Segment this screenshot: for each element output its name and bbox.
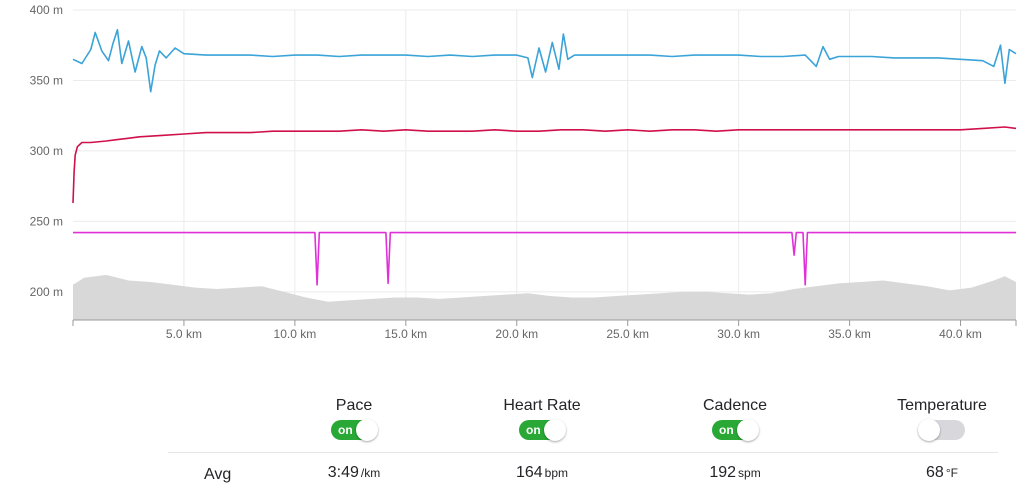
y-tick-label: 300 m bbox=[30, 144, 63, 158]
pace-control: Pace on bbox=[284, 396, 424, 441]
activity-chart[interactable]: 200 m 250 m 300 m 350 m 400 m 5.0 km 10.0 km 15… bbox=[0, 0, 1022, 360]
heart_rate-line bbox=[72, 126, 1017, 204]
cadence-toggle[interactable]: on bbox=[712, 419, 759, 441]
y-tick-label: 200 m bbox=[30, 285, 63, 299]
y-tick-label: 350 m bbox=[30, 73, 63, 87]
heart-rate-control: Heart Rate on bbox=[472, 396, 612, 441]
cadence-line bbox=[73, 231, 1016, 286]
pace-toggle-state: on bbox=[338, 423, 353, 437]
avg-cadence-unit: spm bbox=[738, 466, 761, 480]
temperature-toggle[interactable] bbox=[918, 419, 965, 441]
cadence-toggle-knob bbox=[737, 419, 759, 441]
x-tick-label: 20.0 km bbox=[495, 327, 538, 341]
avg-heart-rate-unit: bpm bbox=[544, 466, 569, 480]
x-tick-label: 25.0 km bbox=[606, 327, 649, 341]
cadence-toggle-state: on bbox=[719, 423, 734, 437]
avg-cadence: 192 spm bbox=[665, 464, 805, 482]
heart-rate-toggle-knob bbox=[544, 419, 566, 441]
avg-heart-rate: 164 bpm bbox=[472, 464, 612, 482]
x-tick-label: 15.0 km bbox=[384, 327, 427, 341]
cadence-control: Cadence on bbox=[665, 396, 805, 441]
x-tick-label: 40.0 km bbox=[939, 327, 982, 341]
stats-divider bbox=[168, 452, 998, 453]
avg-temperature-unit: °F bbox=[945, 466, 958, 480]
avg-label: Avg bbox=[204, 466, 232, 483]
pace-label: Pace bbox=[335, 397, 373, 414]
avg-temperature-value: 68 bbox=[926, 464, 944, 481]
pace-line bbox=[72, 28, 1017, 93]
pace-toggle[interactable]: on bbox=[331, 419, 378, 441]
cadence-label: Cadence bbox=[702, 397, 768, 414]
avg-pace: 3:49/km bbox=[284, 464, 424, 482]
heart-rate-label: Heart Rate bbox=[503, 397, 581, 414]
avg-temperature: 68 °F bbox=[872, 464, 1012, 482]
heart-rate-toggle[interactable]: on bbox=[519, 419, 566, 441]
avg-heart-rate-value: 164 bbox=[515, 464, 543, 481]
x-tick-label: 10.0 km bbox=[274, 327, 317, 341]
pace-toggle-knob bbox=[356, 419, 378, 441]
y-tick-label: 400 m bbox=[30, 3, 63, 17]
avg-pace-unit: /km bbox=[360, 466, 381, 480]
avg-pace-value: 3:49 bbox=[327, 464, 359, 481]
elevation-area bbox=[73, 274, 1016, 320]
chart-svg[interactable]: 200 m 250 m 300 m 350 m 400 m 5.0 km 10.0 km 15… bbox=[0, 0, 1022, 360]
temperature-control: Temperature bbox=[872, 396, 1012, 441]
x-tick-label: 35.0 km bbox=[828, 327, 871, 341]
x-tick-label: 5.0 km bbox=[166, 327, 202, 341]
avg-cadence-value: 192 bbox=[709, 464, 737, 481]
x-tick-label: 30.0 km bbox=[717, 327, 760, 341]
temperature-toggle-knob bbox=[918, 419, 940, 441]
y-tick-label: 250 m bbox=[30, 214, 63, 228]
heart-rate-toggle-state: on bbox=[526, 423, 541, 437]
temperature-label: Temperature bbox=[897, 397, 987, 414]
